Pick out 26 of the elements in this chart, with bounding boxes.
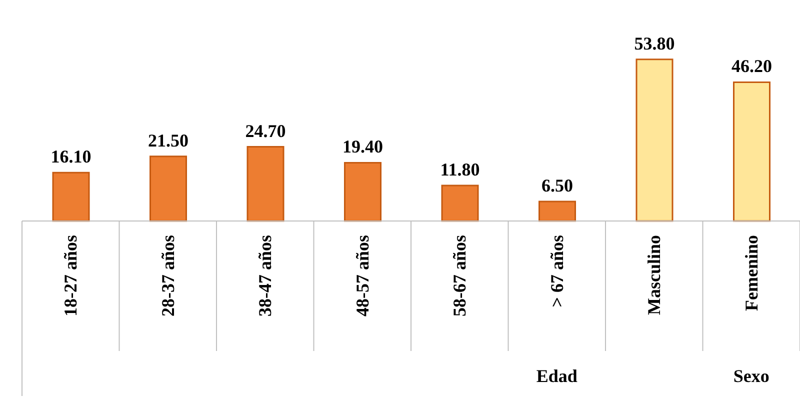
- x-tick-label: 38-47 años: [255, 235, 276, 317]
- bar: [441, 184, 479, 222]
- data-label: 19.40: [342, 136, 383, 157]
- bar: [733, 81, 770, 222]
- x-tick-label: 18-27 años: [60, 235, 81, 317]
- x-tick-label: Masculino: [644, 235, 664, 316]
- x-tick-label: > 67 años: [546, 235, 567, 308]
- bar: [52, 172, 90, 222]
- data-label: 11.80: [440, 160, 480, 180]
- text: Edad: [536, 366, 578, 386]
- x-tick-label: 28-37 años: [158, 235, 178, 317]
- bar: [344, 162, 382, 222]
- bar: [538, 200, 576, 222]
- x-tick-label: Femenino: [741, 235, 762, 311]
- data-label: 16.10: [50, 146, 92, 167]
- text: Sexo: [733, 366, 770, 386]
- data-label: 21.50: [148, 130, 188, 150]
- data-label: 24.70: [245, 120, 286, 141]
- bar: [150, 156, 187, 222]
- x-tick-label: 58-67 años: [450, 235, 470, 317]
- data-label: 53.80: [634, 33, 675, 54]
- data-label: 46.20: [732, 56, 772, 76]
- bar: [246, 146, 284, 222]
- x-tick-label: 48-57 años: [352, 235, 372, 317]
- bar: [636, 58, 674, 222]
- data-label: 6.50: [542, 175, 573, 196]
